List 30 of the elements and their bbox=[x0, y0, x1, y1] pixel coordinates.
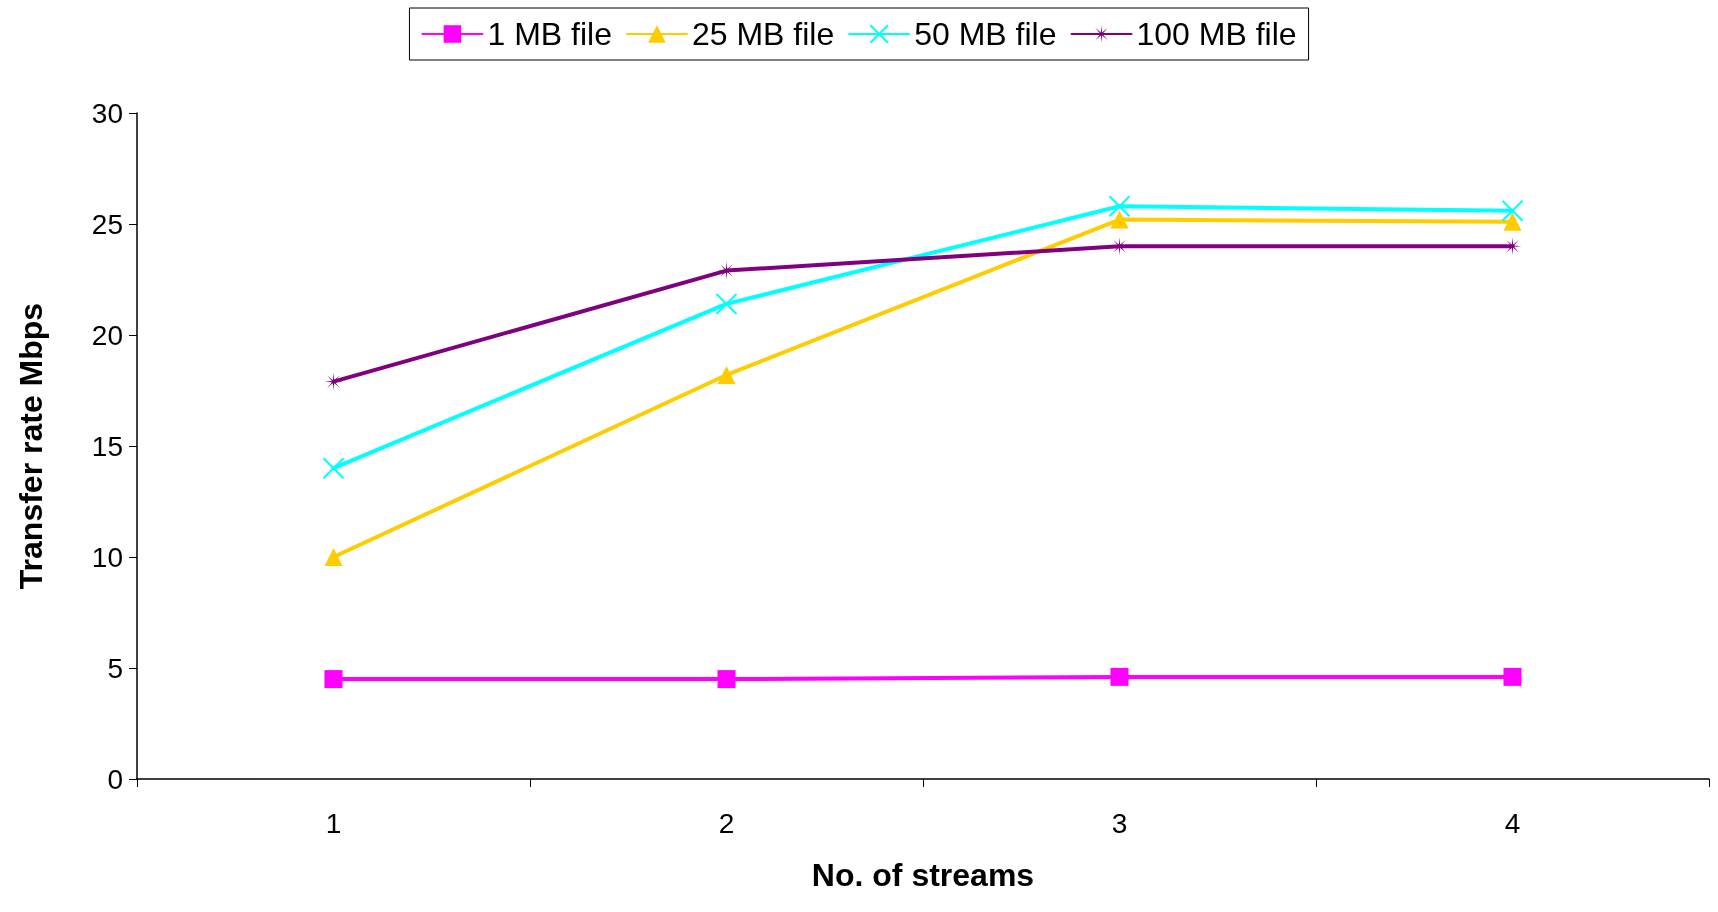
point bbox=[1110, 210, 1129, 229]
point bbox=[324, 548, 343, 566]
x-tick-label: 1 bbox=[325, 807, 342, 839]
y-tick-label: 5 bbox=[107, 652, 123, 684]
y-axis-title: Transfer rate Mbps bbox=[13, 302, 49, 590]
x-tick-label: 2 bbox=[718, 807, 735, 839]
point bbox=[324, 372, 343, 391]
point bbox=[1501, 199, 1524, 222]
legend-label: 1 MB file bbox=[487, 16, 612, 52]
point bbox=[717, 670, 736, 689]
point bbox=[1108, 195, 1131, 218]
x-tick-label: 3 bbox=[1111, 807, 1128, 839]
y-tick-label: 20 bbox=[91, 319, 123, 351]
y-tick-label: 15 bbox=[91, 430, 123, 462]
legend-label: 50 MB file bbox=[914, 16, 1057, 52]
point bbox=[324, 670, 343, 689]
x-axis-title: No. of streams bbox=[811, 857, 1035, 893]
point bbox=[1503, 212, 1522, 231]
point bbox=[717, 365, 736, 384]
point bbox=[322, 457, 345, 480]
point bbox=[1503, 667, 1522, 686]
y-tick-label: 0 bbox=[107, 763, 123, 795]
point bbox=[1110, 667, 1129, 686]
y-tick-label: 30 bbox=[91, 97, 123, 129]
point bbox=[715, 292, 738, 315]
x-tick-label: 4 bbox=[1504, 807, 1521, 839]
y-tick-label: 25 bbox=[91, 208, 123, 240]
legend-label: 25 MB file bbox=[691, 16, 835, 52]
legend-label: 100 MB file bbox=[1136, 16, 1297, 52]
y-tick-label: 10 bbox=[91, 541, 123, 573]
